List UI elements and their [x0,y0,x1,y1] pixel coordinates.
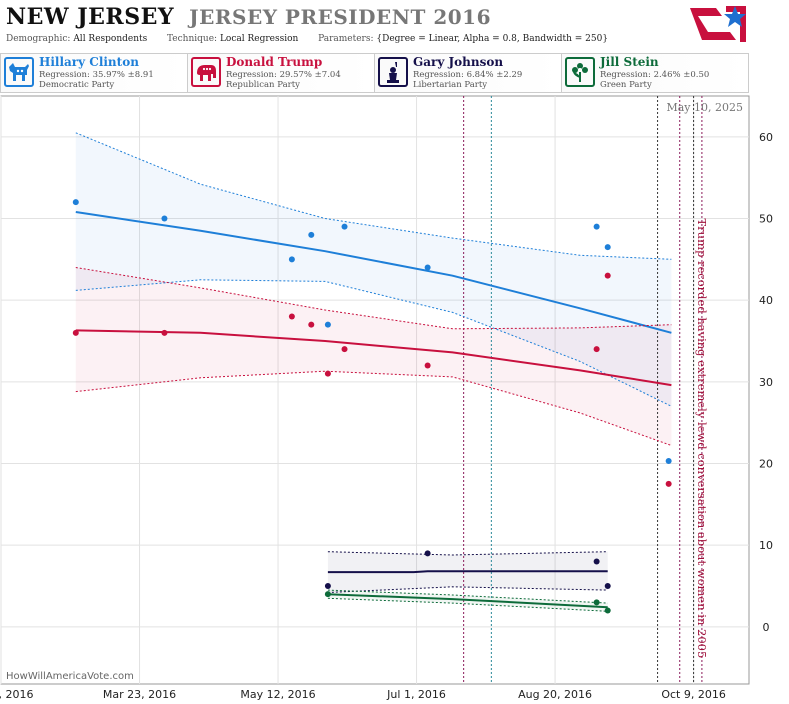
technique-value: Local Regression [219,34,299,44]
poll-point [288,313,295,320]
poll-point [593,599,600,606]
poll-point [341,223,348,230]
poll-point [161,215,168,222]
candidate-name: Hillary Clinton [39,55,139,69]
lower-bound-line [327,597,608,612]
lower-bound-line [327,586,608,593]
x-tick-label: Oct 9, 2016 [661,688,726,701]
candidate-card-trump[interactable]: Donald Trump Regression: 29.57% ±7.04 Re… [187,53,375,93]
y-tick-label: 20 [759,458,773,471]
demographic-label: Demographic: [6,34,71,44]
candidate-party: Libertarian Party [413,80,488,90]
liberty-icon [378,57,408,87]
watermark: HowWillAmericaVote.com [6,671,134,682]
candidate-card-clinton[interactable]: Hillary Clinton Regression: 35.97% ±8.91… [0,53,188,93]
poll-point [324,321,331,328]
candidate-regression: Regression: 29.57% ±7.04 [226,70,341,80]
y-tick-label: 40 [759,294,773,307]
page-title: NEW JERSEY JERSEY PRESIDENT 2016 [6,4,491,34]
regression-line [327,570,608,574]
candidate-name: Donald Trump [226,55,323,69]
poll-point [604,607,611,614]
candidate-legend: Hillary Clinton Regression: 35.97% ±8.91… [0,53,749,93]
x-tick-label: Mar 23, 2016 [103,688,176,701]
poll-point [308,231,315,238]
regression-line [327,593,608,609]
upper-bound-line [75,267,672,330]
parameters-label: Parameters: [318,34,374,44]
elephant-icon [191,57,221,87]
candidate-regression: Regression: 35.97% ±8.91 [39,70,154,80]
race-title: JERSEY PRESIDENT 2016 [189,5,492,29]
y-tick-label: 10 [759,539,773,552]
candidate-name: Gary Johnson [413,55,504,69]
candidate-card-johnson[interactable]: Gary Johnson Regression: 6.84% ±2.29 Lib… [374,53,562,93]
poll-point [593,223,600,230]
poll-point [593,558,600,565]
demographic-value: All Respondents [73,34,148,44]
poll-point [161,329,168,336]
poll-point [324,591,331,598]
x-tick-label: Feb 2, 2016 [0,688,33,701]
candidate-party: Republican Party [226,80,300,90]
poll-point [424,264,431,271]
poll-point [665,458,672,465]
poll-point [593,346,600,353]
poll-point [308,321,315,328]
plot-area [0,95,750,685]
poll-point [604,244,611,251]
poll-point [424,550,431,557]
x-tick-label: Jul 1, 2016 [386,688,446,701]
y-tick-label: 60 [759,131,773,144]
state-title: NEW JERSEY [6,4,175,30]
lower-bound-line [75,370,672,446]
confidence-band [75,132,672,407]
poll-point [604,272,611,279]
poll-point [72,329,79,336]
candidate-party: Democratic Party [39,80,115,90]
lower-bound-line [75,279,672,407]
poll-point [604,583,611,589]
donkey-icon [4,57,34,87]
y-tick-label: 30 [759,376,773,389]
poll-point [324,370,331,377]
poll-point [324,583,331,589]
poll-point [424,362,431,369]
upper-bound-line [75,132,672,260]
candidate-regression: Regression: 2.46% ±0.50 [600,70,710,80]
event-annotation: Trump recorded having extremely lewd con… [695,219,709,659]
technique-label: Technique: [167,34,218,44]
candidate-regression: Regression: 6.84% ±2.29 [413,70,523,80]
parameters-line: Demographic: All Respondents Technique: … [6,34,608,44]
flower-icon [565,57,595,87]
x-tick-label: May 12, 2016 [240,688,315,701]
poll-point [288,256,295,263]
parameters-value: {Degree = Linear, Alpha = 0.8, Bandwidth… [376,34,609,44]
y-tick-label: 0 [763,621,770,634]
upper-bound-line [327,589,608,604]
poll-point [72,199,79,206]
candidate-name: Jill Stein [600,55,659,69]
poll-point [341,346,348,353]
poll-point [665,480,672,487]
regression-line [75,329,672,387]
y-tick-label: 50 [759,213,773,226]
confidence-band [75,267,672,446]
candidate-card-stein[interactable]: Jill Stein Regression: 2.46% ±0.50 Green… [561,53,749,93]
upper-bound-line [327,551,608,556]
date-stamp: May 10, 2025 [666,101,743,114]
site-logo-icon[interactable] [686,2,750,50]
x-tick-label: Aug 20, 2016 [518,688,592,701]
regression-line [75,211,672,334]
candidate-party: Green Party [600,80,652,90]
